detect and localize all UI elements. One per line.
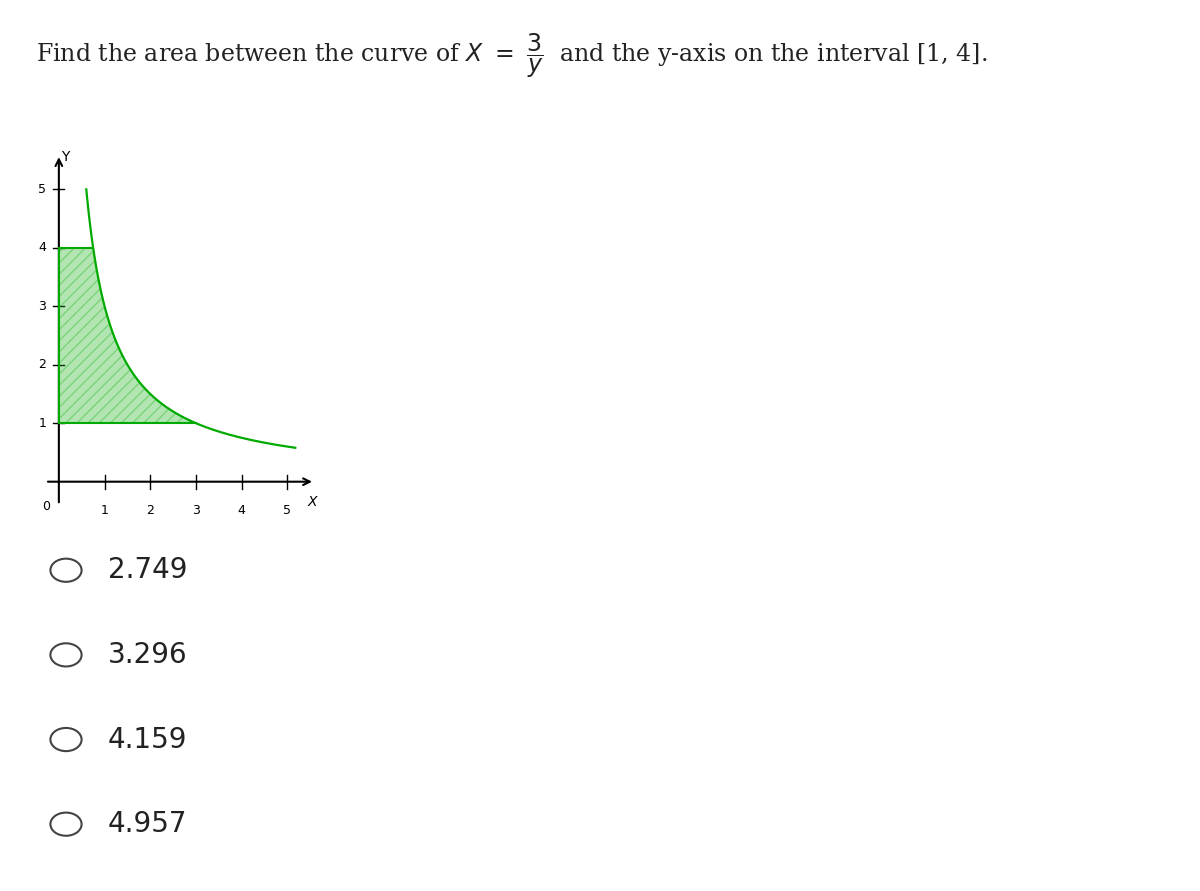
Text: 3: 3 (38, 299, 46, 313)
Text: 4.159: 4.159 (108, 725, 187, 754)
Text: 4.957: 4.957 (108, 810, 187, 838)
Text: 4: 4 (238, 504, 246, 517)
Text: 0: 0 (42, 500, 50, 512)
Text: 3.296: 3.296 (108, 641, 187, 669)
Text: Find the area between the curve of $\mathit{X}\ =\ \dfrac{3}{y}$  and the y-axis: Find the area between the curve of $\mat… (36, 31, 988, 79)
Text: 5: 5 (283, 504, 292, 517)
Text: X: X (308, 495, 317, 509)
Text: 2.749: 2.749 (108, 556, 187, 584)
Text: 4: 4 (38, 241, 46, 254)
Text: 5: 5 (38, 183, 46, 196)
Text: 1: 1 (38, 417, 46, 429)
Text: Y: Y (61, 151, 70, 164)
Text: 2: 2 (38, 358, 46, 372)
Text: 2: 2 (146, 504, 155, 517)
Text: 3: 3 (192, 504, 200, 517)
Text: 1: 1 (101, 504, 108, 517)
